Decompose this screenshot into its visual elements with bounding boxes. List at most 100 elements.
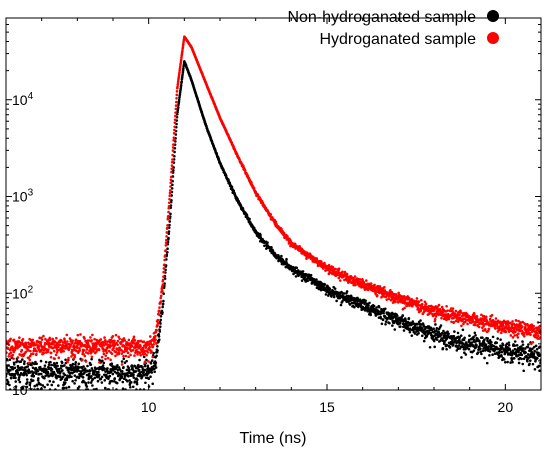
data-point xyxy=(120,369,124,373)
data-point xyxy=(163,277,167,280)
data-point xyxy=(457,338,461,341)
data-point xyxy=(529,359,532,362)
data-point xyxy=(55,351,59,354)
data-point xyxy=(168,215,172,218)
data-point xyxy=(461,328,465,332)
data-point xyxy=(143,360,147,363)
legend-marker-hydroganated xyxy=(487,32,499,44)
data-point xyxy=(159,315,163,318)
data-point xyxy=(439,324,443,327)
data-point xyxy=(134,370,138,373)
data-point xyxy=(25,373,28,377)
data-point xyxy=(397,291,400,295)
data-point xyxy=(454,309,458,313)
data-point xyxy=(323,283,327,286)
data-point xyxy=(55,361,59,365)
data-point xyxy=(120,363,124,366)
data-point xyxy=(132,335,136,339)
data-point xyxy=(64,347,67,350)
data-point xyxy=(128,379,131,382)
data-point xyxy=(103,336,106,339)
data-point xyxy=(162,270,165,274)
data-point xyxy=(495,322,499,325)
data-point xyxy=(527,353,530,356)
data-point xyxy=(181,49,184,53)
data-point xyxy=(169,212,172,216)
plot-frame xyxy=(5,17,542,391)
data-point xyxy=(176,85,179,89)
data-point xyxy=(418,303,421,307)
data-point xyxy=(447,332,450,336)
data-point xyxy=(159,300,163,303)
data-point xyxy=(416,323,419,326)
data-point xyxy=(90,355,94,359)
data-point xyxy=(520,353,524,357)
data-point xyxy=(460,324,463,328)
data-point xyxy=(472,320,475,324)
data-point xyxy=(11,345,14,348)
data-point xyxy=(57,367,61,371)
data-point xyxy=(440,305,444,309)
data-point xyxy=(156,344,159,348)
data-point xyxy=(381,318,385,322)
data-point xyxy=(533,367,537,371)
data-point xyxy=(169,181,173,185)
data-point xyxy=(536,332,539,335)
data-point xyxy=(424,325,428,329)
data-point xyxy=(403,306,406,310)
data-point xyxy=(490,340,493,344)
data-point xyxy=(373,286,376,289)
data-point xyxy=(402,329,406,332)
data-point xyxy=(113,377,117,380)
data-point xyxy=(133,339,137,342)
data-point xyxy=(34,366,38,370)
data-point xyxy=(139,353,143,357)
data-point xyxy=(44,337,47,341)
data-point xyxy=(143,352,147,355)
data-point xyxy=(177,100,181,103)
data-point xyxy=(488,350,492,353)
data-point xyxy=(172,143,175,146)
data-point xyxy=(463,351,466,355)
data-point xyxy=(452,334,456,338)
data-point xyxy=(364,299,367,302)
data-point xyxy=(457,344,461,347)
data-point xyxy=(130,344,134,348)
data-point xyxy=(114,333,118,337)
data-point xyxy=(29,349,32,353)
data-point xyxy=(54,353,58,357)
data-point xyxy=(499,347,503,351)
data-point xyxy=(506,360,509,364)
data-point xyxy=(511,320,514,323)
data-point xyxy=(295,266,299,270)
data-point xyxy=(116,363,119,367)
data-point xyxy=(372,304,376,308)
data-point xyxy=(538,345,541,349)
data-point xyxy=(163,254,167,257)
data-point xyxy=(157,335,161,338)
legend-label-non-hydroganated: Non-hydroganated sample xyxy=(287,9,476,26)
data-point xyxy=(452,320,456,324)
data-point xyxy=(103,386,107,390)
data-point xyxy=(175,97,178,100)
data-point xyxy=(483,338,486,342)
data-point xyxy=(104,354,108,357)
data-point xyxy=(375,294,379,297)
data-point xyxy=(171,153,174,157)
data-point xyxy=(165,235,168,238)
data-point xyxy=(172,169,175,172)
data-point xyxy=(75,346,79,350)
data-point xyxy=(168,197,171,201)
data-point xyxy=(521,320,525,324)
data-point xyxy=(132,373,135,377)
data-point xyxy=(166,226,169,230)
data-point xyxy=(156,318,160,322)
data-point xyxy=(170,194,173,197)
data-point xyxy=(131,385,135,389)
data-point xyxy=(139,345,142,349)
data-point xyxy=(429,331,433,335)
data-point xyxy=(28,358,32,362)
data-point xyxy=(76,366,80,370)
data-point xyxy=(152,351,155,355)
data-point xyxy=(77,362,81,366)
